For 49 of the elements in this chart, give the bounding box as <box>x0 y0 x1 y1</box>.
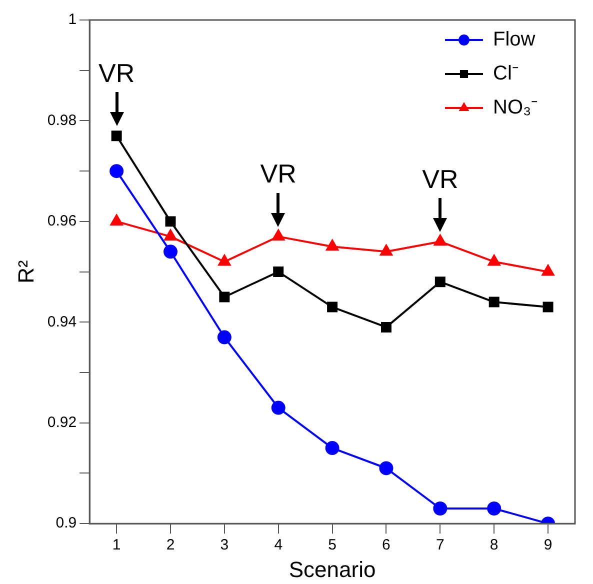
point <box>325 441 340 456</box>
point <box>434 276 446 288</box>
point <box>164 230 177 241</box>
legend-label: Cl⁻ <box>493 62 519 85</box>
y-tick-label: 0.96 <box>47 212 77 230</box>
point <box>110 214 123 226</box>
point <box>165 216 176 227</box>
legend-label: NO₃⁻ <box>493 96 538 119</box>
point <box>487 501 502 516</box>
point <box>272 230 285 241</box>
point <box>327 302 338 312</box>
legend-label: Flow <box>493 28 536 51</box>
y-tick-label: 0.94 <box>47 313 77 330</box>
point <box>434 234 446 246</box>
annotation: VR <box>422 164 458 194</box>
point <box>273 266 284 278</box>
y-tick-label: 0.92 <box>47 414 77 432</box>
y-tick-label: 0.98 <box>47 112 77 129</box>
annotation: VR <box>260 158 296 189</box>
point <box>217 330 232 344</box>
x-axis-title: Scenario <box>288 556 376 582</box>
point <box>379 461 394 476</box>
point <box>542 264 554 276</box>
y-tick-label: 0.9 <box>56 514 77 532</box>
point <box>433 501 448 516</box>
point <box>218 254 231 266</box>
point <box>110 164 124 178</box>
x-tick-label: 2 <box>166 536 175 554</box>
x-tick-label: 8 <box>490 536 498 554</box>
point <box>542 302 554 312</box>
point <box>380 244 392 256</box>
point <box>219 292 230 302</box>
x-tick-label: 1 <box>112 536 121 554</box>
x-tick-label: 6 <box>382 536 390 554</box>
x-tick-label: 9 <box>544 536 552 554</box>
x-tick-label: 7 <box>436 536 444 554</box>
point <box>488 296 500 308</box>
y-tick-label: 1 <box>68 11 77 28</box>
point <box>163 244 178 259</box>
point <box>271 400 286 415</box>
point <box>111 130 122 142</box>
x-tick-label: 3 <box>220 536 229 554</box>
point <box>488 254 500 266</box>
x-tick-label: 4 <box>274 536 283 554</box>
x-tick-label: 5 <box>328 536 336 554</box>
point <box>326 240 338 251</box>
y-axis-title: R² <box>13 260 38 284</box>
annotation: VR <box>98 58 135 88</box>
point <box>380 322 392 332</box>
